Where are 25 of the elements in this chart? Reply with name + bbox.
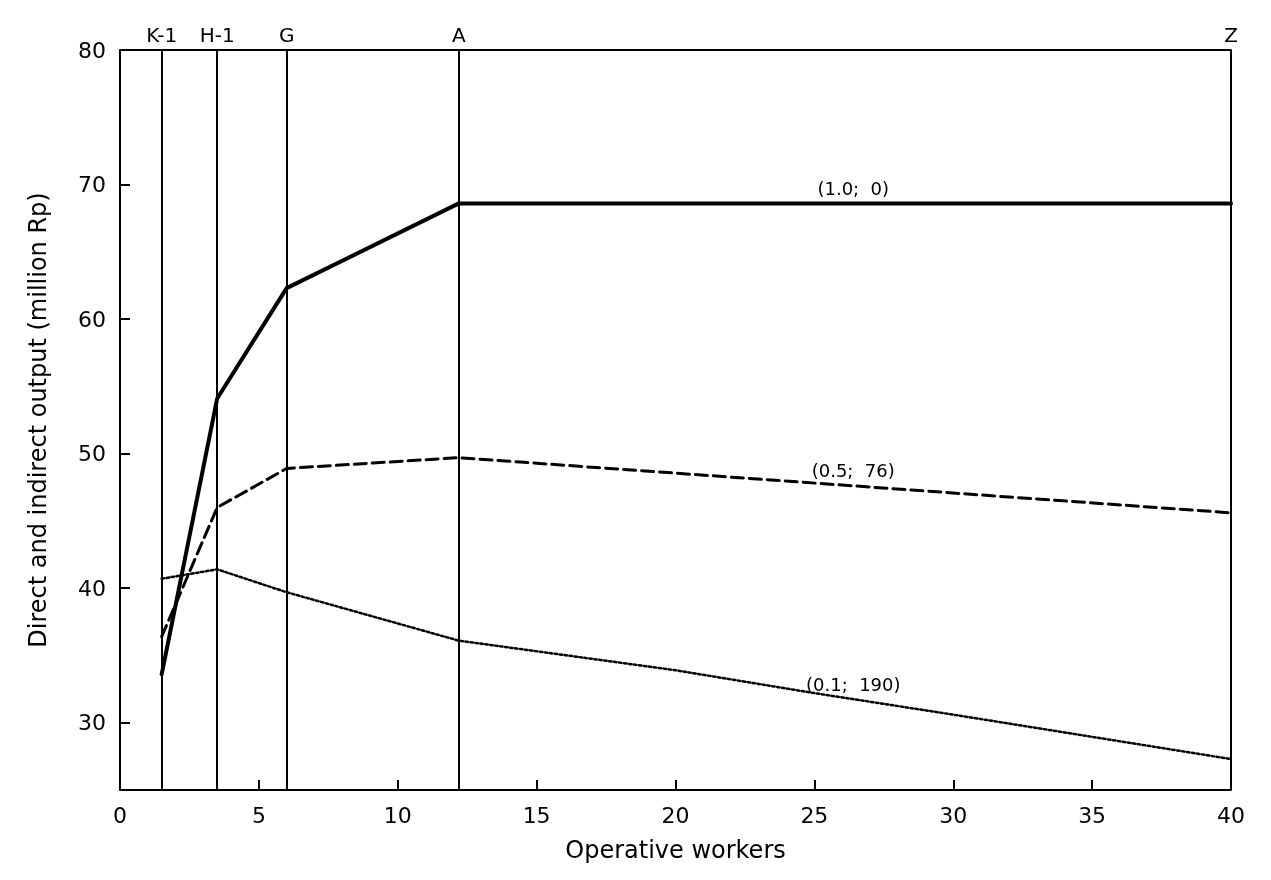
x-tick-label: 10	[383, 802, 412, 828]
x-tick-label: 40	[1217, 802, 1245, 828]
y-tick-label: 70	[78, 172, 106, 198]
x-tick-label: 20	[661, 802, 690, 828]
ref-line-label: A	[452, 23, 467, 47]
x-axis-title: Operative workers	[565, 836, 786, 864]
series-label: (0.1; 190)	[805, 673, 901, 695]
x-tick-label: 25	[800, 802, 829, 828]
ref-line-label: G	[278, 23, 295, 47]
ref-line-label: K-1	[146, 23, 178, 47]
x-tick-label: 15	[522, 802, 551, 828]
ref-line-label: H-1	[199, 23, 235, 47]
x-tick-label: 0	[113, 802, 127, 828]
y-tick-label: 60	[78, 306, 106, 332]
x-tick-label: 35	[1078, 802, 1107, 828]
y-tick-label: 50	[78, 441, 106, 467]
series-label: (0.5; 76)	[811, 460, 895, 482]
series-label: (1.0; 0)	[817, 177, 890, 199]
x-tick-label: 5	[251, 802, 266, 828]
y-tick-label: 40	[78, 575, 106, 601]
y-tick-label: 30	[78, 710, 106, 736]
x-tick-label: 30	[939, 802, 968, 828]
y-axis-title: Direct and indirect output (million Rp)	[24, 192, 52, 648]
ref-line-label: Z	[1224, 23, 1238, 47]
y-tick-label: 80	[78, 37, 106, 63]
